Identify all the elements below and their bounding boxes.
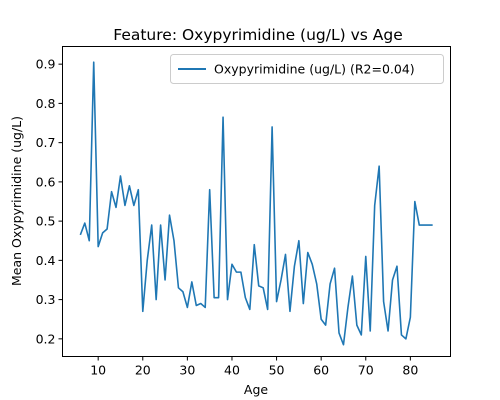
plot-area bbox=[79, 61, 433, 346]
x-axis-label: Age bbox=[244, 382, 268, 397]
legend: Oxypyrimidine (ug/L) (R2=0.04) bbox=[170, 54, 444, 84]
y-axis-label: Mean Oxypyrimidine (ug/L) bbox=[9, 116, 24, 286]
x-tick-label: 40 bbox=[224, 363, 240, 378]
x-tick-label: 70 bbox=[358, 363, 374, 378]
legend-box bbox=[170, 54, 444, 84]
y-tick-label: 0.8 bbox=[36, 96, 56, 111]
chart-title: Feature: Oxypyrimidine (ug/L) vs Age bbox=[113, 26, 403, 44]
y-tick-label: 0.9 bbox=[36, 57, 56, 72]
y-tick-label: 0.2 bbox=[36, 331, 56, 346]
x-tick-label: 80 bbox=[402, 363, 418, 378]
y-tick-label: 0.7 bbox=[36, 135, 56, 150]
x-tick-label: 50 bbox=[269, 363, 285, 378]
x-tick-label: 30 bbox=[179, 363, 195, 378]
x-tick-label: 60 bbox=[313, 363, 329, 378]
y-tick-label: 0.6 bbox=[36, 174, 56, 189]
series-line bbox=[79, 61, 433, 346]
axes-frame bbox=[62, 46, 451, 357]
x-axis: 10 20 30 40 50 60 70 80 bbox=[90, 356, 418, 378]
legend-label: Oxypyrimidine (ug/L) (R2=0.04) bbox=[214, 62, 415, 77]
y-tick-label: 0.5 bbox=[36, 214, 56, 229]
y-tick-label: 0.3 bbox=[36, 292, 56, 307]
y-axis: 0.2 0.3 0.4 0.5 0.6 0.7 0.8 0.9 bbox=[36, 57, 63, 346]
x-tick-label: 10 bbox=[90, 363, 106, 378]
x-tick-label: 20 bbox=[135, 363, 151, 378]
y-tick-label: 0.4 bbox=[36, 253, 56, 268]
